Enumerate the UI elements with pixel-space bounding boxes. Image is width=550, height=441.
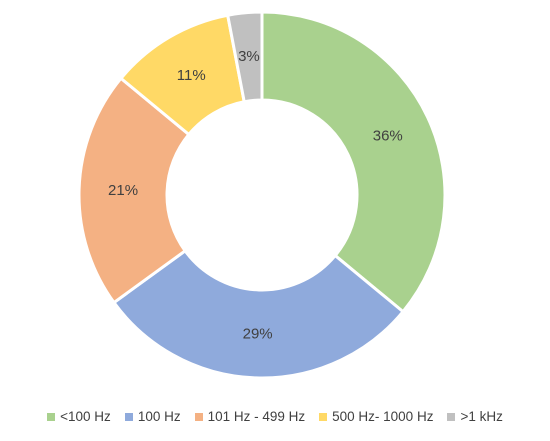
legend-swatch — [447, 412, 456, 421]
legend-label: >1 kHz — [460, 409, 503, 424]
slice-label-101-hz-499-hz: 21% — [108, 182, 138, 199]
slice-101-hz-499-hz — [77, 76, 191, 305]
slice-label-100-hz: 29% — [243, 325, 273, 342]
legend-label: 500 Hz- 1000 Hz — [332, 409, 434, 424]
slice-label-100-hz: 36% — [373, 127, 403, 144]
legend-item-500-hz-1000-hz: 500 Hz- 1000 Hz — [319, 409, 433, 424]
legend-label: <100 Hz — [60, 409, 111, 424]
legend-item-100-hz: <100 Hz — [47, 409, 111, 424]
slice-label-1-khz: 3% — [238, 48, 260, 65]
slice-1-khz — [225, 10, 264, 104]
legend-item-1-khz: >1 kHz — [447, 409, 503, 424]
legend-swatch — [319, 412, 328, 421]
legend-swatch — [124, 412, 133, 421]
legend-item-100-hz: 100 Hz — [124, 409, 181, 424]
legend: <100 Hz 100 Hz 101 Hz - 499 Hz 500 Hz- 1000… — [0, 409, 550, 424]
legend-label: 101 Hz - 499 Hz — [207, 409, 306, 424]
legend-item-101-hz-499-hz: 101 Hz - 499 Hz — [194, 409, 306, 424]
legend-label: 100 Hz — [137, 409, 181, 424]
slice-100-hz — [260, 10, 447, 314]
slice-100-hz — [111, 248, 406, 380]
donut-plot-area: 36% 29% 21% 11% 3% — [77, 10, 447, 380]
slice-label-500-hz-1000-hz: 11% — [177, 67, 206, 84]
legend-swatch — [47, 412, 56, 421]
legend-swatch — [194, 412, 203, 421]
